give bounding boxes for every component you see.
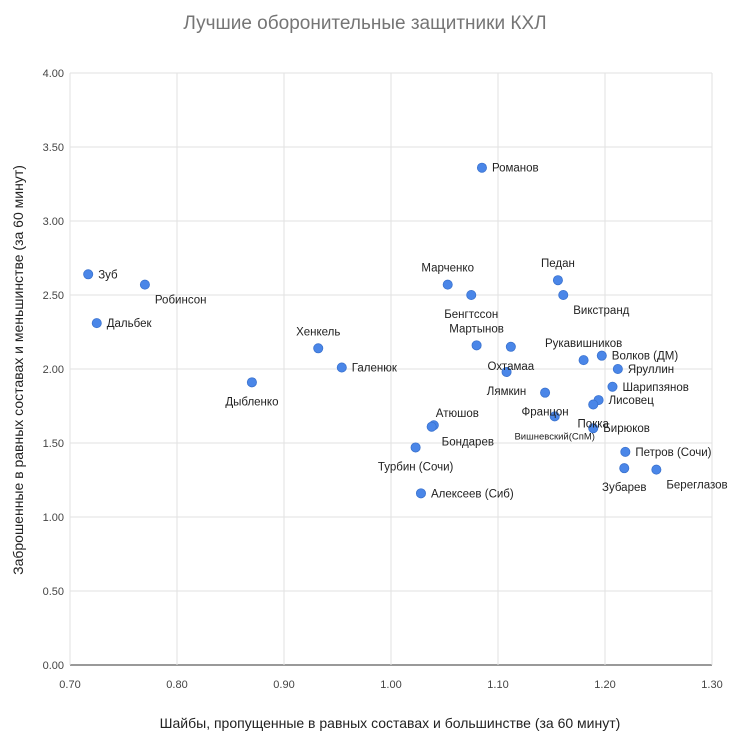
data-point	[476, 162, 487, 173]
x-tick-label: 1.20	[594, 679, 615, 691]
y-tick-label: 2.50	[43, 290, 64, 302]
data-point	[588, 423, 599, 434]
point-label: Охтамаа	[488, 361, 535, 373]
point-label: Робинсон	[155, 295, 207, 307]
data-point	[426, 421, 437, 432]
data-point	[612, 363, 623, 374]
point-label: Волков (ДМ)	[612, 351, 679, 363]
point-label: Бондарев	[442, 437, 494, 449]
x-tick-label: 0.80	[166, 679, 187, 691]
point-label: Зубарев	[602, 482, 646, 494]
x-tick-label: 1.10	[487, 679, 508, 691]
point-label: Дальбек	[107, 318, 153, 330]
data-point	[596, 350, 607, 361]
point-label: Дыбленко	[225, 396, 278, 408]
point-label: Атюшов	[436, 408, 479, 420]
data-point	[558, 289, 569, 300]
y-tick-label: 3.50	[43, 142, 64, 154]
data-point	[91, 318, 102, 329]
y-axis-label: Заброшенные в равных составах и меньшинс…	[10, 165, 26, 575]
x-tick-label: 1.30	[701, 679, 722, 691]
point-label: Рукавишников	[545, 338, 622, 350]
data-point	[466, 289, 477, 300]
point-label: Бенгтссон	[444, 309, 498, 321]
tick-layer: 0.00 0.50 1.00 1.50 2.00 2.50 3.00 3.50 4.00 0.70…	[43, 68, 723, 691]
x-tick-label: 1.00	[380, 679, 401, 691]
data-point	[471, 340, 482, 351]
y-tick-label: 1.50	[43, 438, 64, 450]
grid-layer	[69, 72, 713, 666]
y-tick-label: 1.00	[43, 512, 64, 524]
data-point	[83, 269, 94, 280]
point-layer	[83, 162, 662, 499]
point-label: Зуб	[98, 269, 118, 281]
point-label: Лямкин	[487, 386, 527, 398]
point-label: Хенкель	[296, 326, 340, 338]
data-point	[336, 362, 347, 373]
data-point	[442, 279, 453, 290]
point-label: Марченко	[421, 263, 474, 275]
point-label: Турбин (Сочи)	[378, 461, 454, 473]
y-tick-label: 3.00	[43, 216, 64, 228]
data-point	[588, 399, 599, 410]
point-label: Алексеев (Сиб)	[431, 488, 514, 500]
x-tick-label: 0.70	[59, 679, 80, 691]
point-label: Романов	[492, 163, 539, 175]
data-point	[139, 279, 150, 290]
data-point	[619, 463, 630, 474]
point-label: Покка	[578, 419, 610, 431]
point-label: Бирюков	[603, 423, 650, 435]
x-tick-label: 0.90	[273, 679, 294, 691]
data-point	[540, 387, 551, 398]
y-tick-label: 2.00	[43, 364, 64, 376]
data-point	[505, 341, 516, 352]
data-point	[651, 464, 662, 475]
point-label: Шарипзянов	[622, 382, 688, 394]
data-point	[578, 355, 589, 366]
point-label: Береглазов	[666, 480, 727, 492]
data-point	[501, 366, 512, 377]
chart-title: Лучшие оборонительные защитники КХЛ	[183, 13, 546, 34]
data-point	[620, 446, 631, 457]
point-label: Лисовец	[609, 395, 655, 407]
x-axis-label: Шайбы, пропущенные в равных составах и б…	[160, 715, 621, 731]
y-tick-label: 0.00	[43, 660, 64, 672]
point-label: Викстранд	[573, 305, 629, 317]
y-tick-label: 0.50	[43, 586, 64, 598]
data-point	[552, 275, 563, 286]
y-tick-label: 4.00	[43, 68, 64, 80]
data-point	[410, 442, 421, 453]
point-label: Яруллин	[628, 364, 674, 376]
data-point	[415, 488, 426, 499]
point-label: Галенюк	[352, 363, 398, 375]
point-label: Францон	[522, 407, 569, 419]
point-label: Мартынов	[449, 323, 504, 335]
data-point	[246, 377, 257, 388]
data-point	[313, 343, 324, 354]
point-label: Педан	[541, 258, 575, 270]
point-label: Петров (Сочи)	[635, 447, 711, 459]
point-label: Вишневский(СпМ)	[514, 431, 595, 442]
data-point	[607, 381, 618, 392]
data-point	[549, 411, 560, 422]
